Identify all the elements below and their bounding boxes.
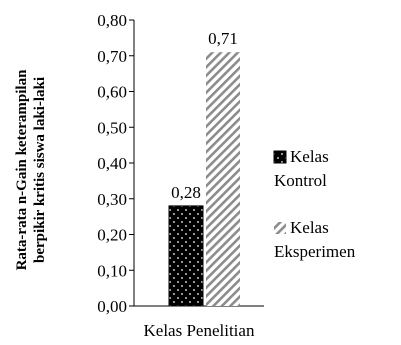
x-axis-label: Kelas Penelitian	[144, 321, 255, 340]
bar-1	[206, 52, 240, 306]
y-axis-ticks: 0,00 0,10 0,20 0,30 0,40 0,50 0,60 0,70 0,80	[97, 11, 134, 316]
y-tick-label: 0,20	[97, 226, 127, 245]
data-label-1: 0,71	[208, 29, 238, 48]
y-tick-label: 0,10	[97, 261, 127, 280]
legend-label-1-0: Kelas	[290, 218, 329, 237]
y-tick-label: 0,30	[97, 190, 127, 209]
y-tick-label: 0,60	[97, 83, 127, 102]
legend-label-1-1: Eksperimen	[274, 242, 356, 261]
y-tick-label: 0,80	[97, 11, 127, 30]
y-axis-label: Rata-rata n-Gain keterampilan berpikir k…	[14, 69, 48, 270]
y-tick-label: 0,50	[97, 118, 127, 137]
bar-0	[168, 205, 204, 307]
data-label-0: 0,28	[171, 183, 201, 202]
y-tick-label: 0,40	[97, 154, 127, 173]
y-tick-label: 0,00	[97, 297, 127, 316]
legend-swatch-0	[273, 150, 287, 164]
y-axis-label-line-2: berpikir kritis siswa laki-laki	[32, 77, 48, 263]
y-tick-label: 0,70	[97, 47, 127, 66]
y-axis-label-line-1: Rata-rata n-Gain keterampilan	[14, 69, 30, 270]
legend-label-0-1: Kontrol	[274, 171, 327, 190]
legend-swatch-1	[274, 222, 286, 234]
legend-label-0-0: Kelas	[290, 147, 329, 166]
data-labels: 0,28 0,71	[171, 29, 238, 202]
legend: Kelas Kontrol Kelas Eksperimen	[273, 147, 356, 261]
bars	[168, 52, 240, 307]
